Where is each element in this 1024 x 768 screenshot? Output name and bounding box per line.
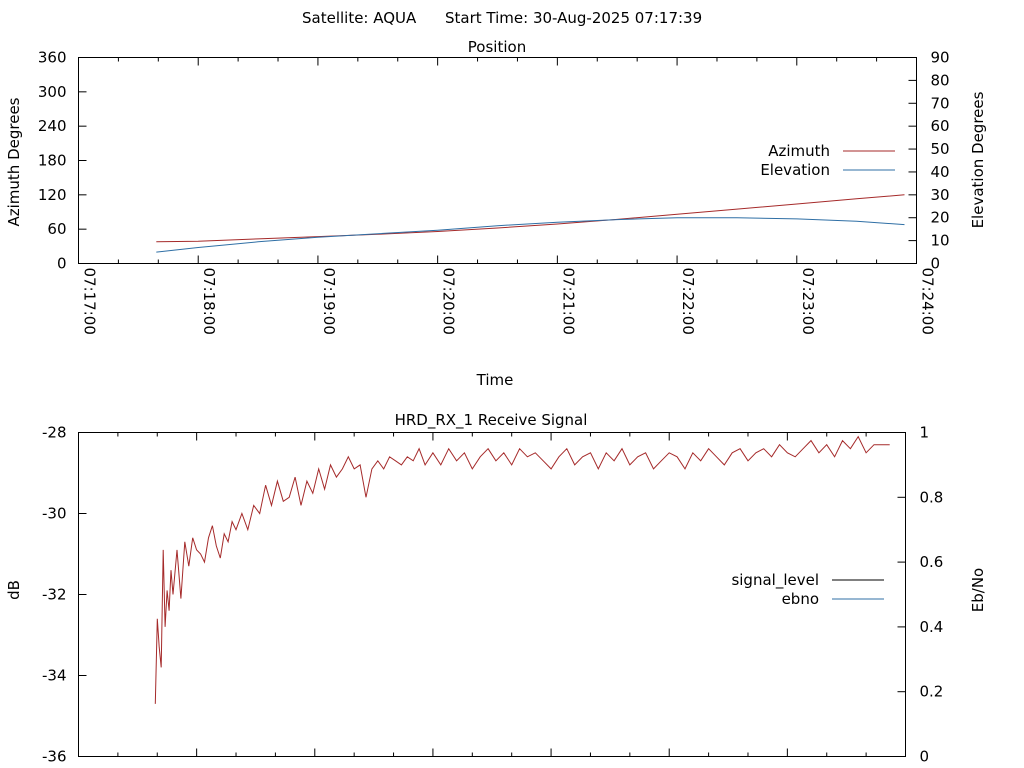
position-y2-tick-label: 0: [931, 255, 941, 273]
legend-azimuth-label: Azimuth: [768, 142, 830, 160]
signal-chart: HRD_RX_1 Receive Signal -36-34-32-30-28 …: [5, 411, 987, 766]
signal-chart-title: HRD_RX_1 Receive Signal: [395, 411, 588, 430]
position-x-tick-label: 07:21:00: [559, 268, 577, 335]
position-legend: Azimuth Elevation: [760, 142, 895, 179]
position-x-tick-label: 07:17:00: [81, 268, 99, 335]
position-y2-tick-label: 30: [931, 186, 950, 204]
legend-ebno-label: ebno: [782, 590, 819, 608]
position-y-tick-label: 120: [38, 186, 67, 204]
legend-elevation-label: Elevation: [760, 161, 830, 179]
position-y-tick-label: 0: [57, 255, 67, 273]
start-time-label: Start Time: 30-Aug-2025 07:17:39: [445, 9, 702, 27]
position-chart-title: Position: [468, 38, 526, 56]
signal-y-ticks: -36 -34 -32 -30 -28: [42, 424, 87, 766]
position-y-tick-label: 180: [38, 152, 67, 170]
position-y2-tick-label: 80: [931, 71, 950, 89]
position-x-tick-label: 07:23:00: [799, 268, 817, 335]
signal-y2-tick-label: 0: [920, 748, 930, 766]
position-y2-tick-label: 70: [931, 94, 950, 112]
position-y2-ticks: 0 10 20 30 40 50 60 70 80 90: [908, 49, 950, 273]
signal-y2-tick-label: 0.2: [920, 683, 944, 701]
position-x-tick-label: 07:24:00: [919, 268, 937, 335]
series-line-azimuth: [156, 194, 905, 243]
signal-y-tick-label: -36: [42, 748, 67, 766]
position-y-tick-label: 60: [47, 220, 66, 238]
signal-y2-tick-label: 0.8: [920, 488, 944, 506]
position-x-tick-label: 07:18:00: [200, 268, 218, 335]
signal-y2-tick-label: 0.4: [920, 618, 944, 636]
signal-y-tick-label: -30: [42, 505, 67, 523]
signal-y-tick-label: -28: [42, 424, 67, 442]
signal-series: [154, 435, 890, 704]
signal-y2-axis-label: Eb/No: [969, 568, 987, 612]
position-x-ticks: 07:17:00 07:18:00 07:19:00 07:20:00 07:21:00…: [78, 57, 937, 335]
position-series: [156, 194, 905, 253]
signal-y2-tick-label: 1: [920, 424, 930, 442]
series-line-elevation: [156, 217, 905, 253]
position-x-tick-label: 07:20:00: [440, 268, 458, 335]
position-y-tick-label: 300: [38, 83, 67, 101]
position-x-axis-label: Time: [476, 371, 514, 389]
position-y2-tick-label: 20: [931, 209, 950, 227]
position-y-tick-label: 240: [38, 117, 67, 135]
legend-signal-level-label: signal_level: [731, 571, 819, 590]
position-y2-tick-label: 90: [931, 49, 950, 67]
position-y2-tick-label: 60: [931, 117, 950, 135]
signal-y-tick-label: -34: [42, 667, 67, 685]
signal-y-axis-label: dB: [5, 580, 23, 600]
signal-y2-tick-label: 0.6: [920, 553, 944, 571]
signal-y2-ticks: 0 0.2 0.4 0.6 0.8 1: [897, 424, 944, 766]
position-x-tick-label: 07:22:00: [679, 268, 697, 335]
position-y2-tick-label: 50: [931, 140, 950, 158]
position-y-axis-label: Azimuth Degrees: [5, 97, 23, 226]
position-y2-tick-label: 40: [931, 163, 950, 181]
position-y-ticks: 0 60 120 180 240 300 360: [38, 49, 87, 273]
signal-x-ticks: [78, 432, 906, 757]
position-x-tick-label: 07:19:00: [320, 268, 338, 335]
position-y2-axis-label: Elevation Degrees: [969, 91, 987, 228]
satellite-label: Satellite: AQUA: [302, 9, 417, 27]
signal-y-tick-label: -32: [42, 586, 67, 604]
series-line-signal_level: [154, 435, 890, 704]
position-y-tick-label: 360: [38, 49, 67, 67]
position-y2-tick-label: 10: [931, 232, 950, 250]
signal-legend: signal_level ebno: [731, 571, 884, 608]
position-chart: Position 0 60 120 180 240 300 360 0 10 20 30 40 50 6…: [5, 38, 987, 389]
